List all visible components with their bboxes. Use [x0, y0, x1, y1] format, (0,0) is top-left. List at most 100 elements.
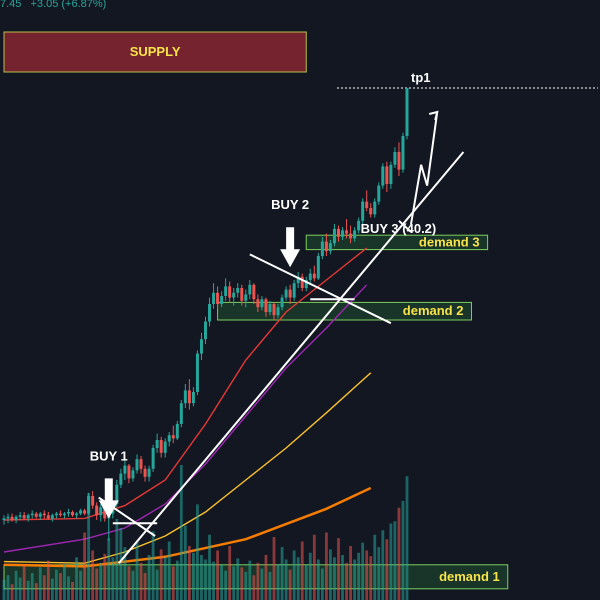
candle-body	[2, 518, 6, 520]
candle-body	[46, 515, 50, 519]
candle-body	[357, 220, 361, 231]
candle-body	[345, 230, 349, 234]
candle-body	[30, 513, 34, 516]
buy2-arrow	[280, 227, 301, 268]
candle-body	[83, 510, 87, 514]
volume-bar	[196, 504, 199, 600]
volume-bar	[26, 580, 30, 600]
volume-bar	[2, 579, 6, 600]
candle-body	[115, 484, 119, 504]
trendlines-layer	[98, 110, 465, 564]
candle-body	[373, 201, 377, 215]
zone-label-1: demand 3	[419, 234, 480, 249]
volume-bar	[34, 583, 38, 600]
candle-body	[34, 513, 38, 517]
candle-body	[212, 292, 216, 304]
volume-bar	[159, 549, 163, 600]
price-value: 7.45	[0, 0, 22, 10]
candle-body	[139, 459, 143, 469]
candle-body	[151, 448, 155, 469]
volume-bar	[179, 465, 183, 600]
price-change: +3.05 (+6.87%)	[30, 0, 107, 10]
volume-bar	[42, 575, 46, 600]
candle-body	[381, 166, 385, 186]
volume-bar	[268, 571, 272, 600]
volume-bar	[300, 541, 304, 600]
candle-body	[171, 435, 175, 439]
candle-body	[248, 284, 252, 295]
zone-label-3: demand 1	[439, 569, 500, 584]
volume-bar	[224, 570, 228, 600]
candle-body	[224, 286, 228, 296]
volume-bar	[103, 553, 107, 600]
candle-body	[308, 273, 312, 280]
candle-body	[91, 496, 95, 506]
annotation-0: BUY 1	[90, 448, 128, 463]
projection-arrowhead	[428, 110, 439, 121]
candle-body	[393, 152, 397, 165]
volume-bar	[256, 562, 260, 600]
candle-body	[187, 390, 191, 404]
volume-bar	[147, 555, 151, 600]
candle-body	[95, 505, 99, 516]
candles-layer	[2, 88, 409, 541]
volume-bar	[91, 550, 95, 600]
candle-body	[14, 516, 18, 520]
volume-bar	[337, 538, 340, 600]
candle-body	[131, 470, 135, 479]
candle-body	[6, 516, 10, 519]
volume-bar	[316, 559, 320, 600]
candle-body	[361, 201, 365, 221]
candle-body	[103, 507, 107, 519]
volume-bar	[163, 557, 167, 600]
volume-bar	[59, 573, 62, 600]
candle-body	[216, 292, 220, 304]
volume-bar	[151, 531, 155, 600]
volume-bar	[381, 530, 385, 600]
candle-body	[62, 513, 66, 516]
candle-body	[264, 299, 268, 312]
volume-bar	[192, 552, 195, 600]
volume-bar	[38, 567, 42, 600]
candle-body	[135, 459, 139, 471]
volume-bar	[304, 565, 308, 600]
volume-bar	[50, 578, 54, 600]
volume-bar	[389, 523, 393, 600]
annotation-2: BUY 3 (40.2)	[361, 221, 437, 236]
volume-bar	[63, 564, 66, 600]
candle-body	[183, 390, 187, 404]
volume-bar	[208, 534, 211, 600]
volume-bar	[171, 566, 175, 600]
candle-body	[179, 403, 183, 424]
volume-bar	[135, 541, 139, 600]
candle-body	[328, 243, 332, 252]
volume-bar	[345, 562, 348, 600]
candle-body	[252, 284, 256, 300]
volume-bar	[296, 557, 300, 600]
moving-average-1	[3, 284, 368, 553]
labels-layer: BUY 1 BUY 2 BUY 3 (40.2) tp1	[90, 70, 437, 463]
candle-body	[18, 515, 22, 517]
volume-bar	[71, 582, 74, 600]
volume-bar	[248, 560, 252, 600]
candle-body	[204, 321, 207, 340]
candle-body	[38, 513, 42, 517]
volume-bar	[329, 549, 332, 600]
candle-body	[405, 88, 409, 136]
volume-bar	[183, 525, 187, 600]
candle-body	[336, 228, 340, 237]
zone-supply-0	[3, 31, 307, 73]
volume-bar	[369, 556, 373, 600]
trendline-main	[118, 151, 465, 564]
volume-bar	[280, 547, 284, 600]
volume-bar	[99, 562, 103, 600]
volume-bar	[401, 501, 405, 600]
candle-body	[143, 468, 147, 477]
candle-body	[220, 296, 224, 304]
volume-bar	[365, 550, 369, 600]
candle-body	[244, 294, 248, 301]
volume-bar	[252, 575, 256, 600]
candle-body	[199, 339, 203, 354]
volume-bar	[373, 534, 377, 600]
